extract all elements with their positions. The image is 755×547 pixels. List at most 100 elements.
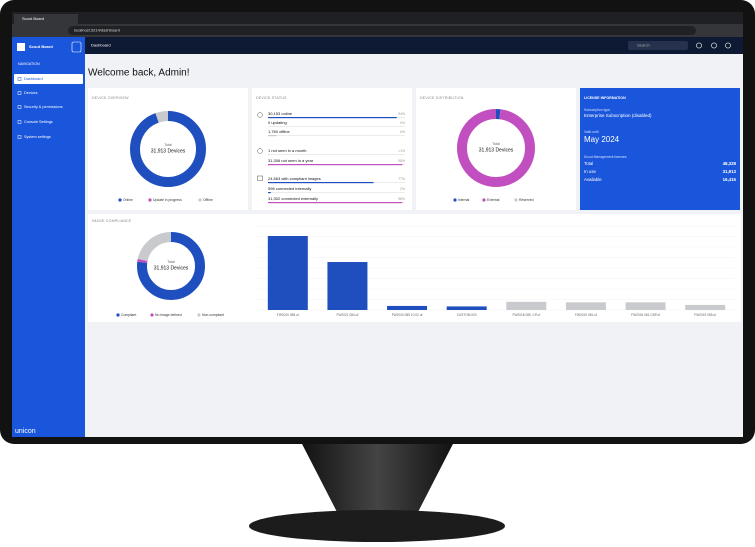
legend-dot [118, 198, 122, 202]
x-tick-label: FW2021 084.uf [337, 313, 359, 317]
tab-bar [12, 12, 743, 24]
help-icon[interactable] [696, 42, 702, 49]
status-bar [268, 182, 374, 184]
legend-dot [482, 198, 486, 202]
legend-label: Non-compliant [202, 313, 224, 317]
legend-label: External [487, 198, 500, 202]
collapse-button[interactable] [71, 41, 82, 53]
nav-item[interactable]: Security & permissions [24, 105, 63, 109]
legend-label: Online [123, 198, 133, 202]
card-overview [88, 88, 248, 210]
legend-label: Compliant [121, 313, 136, 317]
status-label: 31,306 not seen in a year [268, 158, 314, 163]
legend-dot [197, 313, 201, 317]
status-icon [257, 175, 263, 181]
nav-section: NAVIGATION [18, 62, 40, 66]
nav-icon [17, 105, 22, 109]
status-label: 1,760 offline [268, 129, 290, 134]
donut-segment [137, 232, 205, 300]
status-pct: 0% [400, 121, 405, 125]
bar[interactable] [387, 305, 428, 310]
nav-icon [17, 135, 22, 139]
legend-label: Internal [458, 198, 470, 202]
nav-icon [17, 77, 22, 81]
nav-item[interactable]: Devices [24, 91, 38, 95]
card-license [580, 88, 740, 210]
nav-item[interactable]: System settings [24, 135, 51, 139]
tab-title: Scout Board [22, 16, 44, 21]
status-pct: 6% [400, 130, 405, 134]
bar[interactable] [267, 236, 308, 310]
status-label: 30,153 online [268, 111, 293, 116]
status-label: 31,302 connected externally [268, 196, 318, 201]
stand-base [249, 510, 505, 542]
stand-neck [300, 440, 455, 512]
bar[interactable] [565, 302, 606, 310]
x-tick-label: FW2020 085.uf [277, 313, 299, 317]
donut-total: 31,913 Devices [151, 148, 186, 154]
x-tick-label: CUSTOM.000 [457, 313, 477, 317]
header-title: Dashboard [91, 43, 111, 48]
status-bar [268, 135, 277, 137]
welcome: Welcome back, Admin! [88, 68, 190, 79]
subscription: Enterprise Subscription (disabled) [584, 113, 652, 118]
legend-dot [198, 198, 202, 202]
address-bar[interactable] [68, 26, 696, 35]
bar[interactable] [446, 306, 487, 310]
settings-icon[interactable] [725, 42, 731, 49]
card-title: DEVICE STATUS [256, 96, 287, 100]
card-distribution [416, 88, 576, 210]
x-tick-label: FW2019 085.uf [694, 313, 716, 317]
status-pct: 98% [398, 159, 405, 163]
nav-item[interactable]: Dashboard [24, 77, 43, 81]
license-key: In use [584, 169, 597, 174]
status-track [268, 192, 405, 193]
status-track [268, 135, 405, 136]
bar[interactable] [625, 302, 666, 310]
status-label: 24,563 with compliant images [268, 176, 321, 181]
status-pct: <1% [398, 149, 405, 153]
x-tick-label: FW2020 085 10.02.uf [392, 313, 423, 317]
nav-item[interactable]: Console Settings [24, 120, 53, 124]
status-icon [257, 148, 263, 154]
card-title: LICENSE INFORMATION [584, 96, 626, 100]
status-label: 596 connected internally [268, 186, 311, 191]
legend-label: No image defined [155, 313, 182, 317]
label: Scout Management licenses [584, 155, 627, 159]
brand: unicon [15, 428, 36, 435]
tab[interactable] [14, 14, 78, 24]
license-key: Total [584, 161, 593, 166]
status-label: 0 updating [268, 120, 287, 125]
status-pct: 94% [398, 112, 405, 116]
label: Valid until [584, 130, 599, 134]
donut-total-label: Total [167, 260, 175, 264]
legend-dot [453, 198, 457, 202]
bar[interactable] [506, 301, 547, 310]
notification-icon[interactable] [711, 42, 717, 49]
status-icon [257, 112, 263, 118]
x-tick-label: FW2018 081.CBP.uf [631, 313, 660, 317]
search-box[interactable] [628, 41, 688, 50]
url: localhost:3214/dashboard [74, 28, 120, 33]
sidebar [12, 37, 85, 437]
nav-icon [17, 91, 22, 95]
status-track [268, 154, 405, 155]
bar[interactable] [327, 262, 368, 310]
donut-total-label: Total [164, 143, 172, 147]
card-status [252, 88, 412, 210]
license-value: 31,913 [723, 169, 737, 174]
status-bar [268, 164, 403, 166]
status-pct: 98% [398, 197, 405, 201]
legend-dot [148, 198, 152, 202]
status-track [268, 126, 405, 127]
donut-total-label: Total [492, 142, 500, 146]
header [85, 37, 743, 54]
card-title: DEVICE DISTRIBUTION [420, 96, 464, 100]
bar[interactable] [685, 304, 726, 310]
legend-label: Update in progress [153, 198, 182, 202]
label: Subscription type [584, 108, 610, 112]
search-placeholder: Search [637, 43, 650, 48]
nav-icon [17, 120, 22, 124]
legend-dot [116, 313, 120, 317]
